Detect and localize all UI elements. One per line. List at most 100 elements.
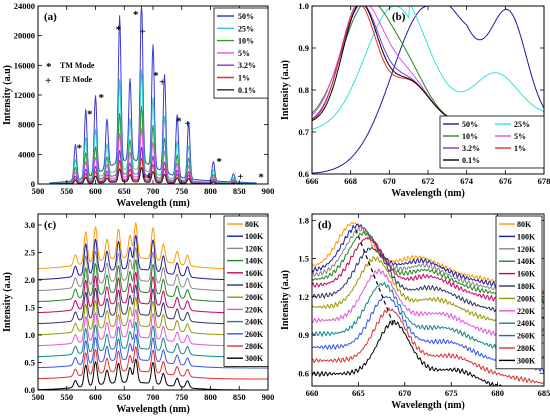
- x-tick-label: 750: [175, 186, 188, 196]
- x-tick-label: 650: [118, 186, 131, 196]
- legend-entry: 180K: [245, 281, 264, 290]
- legend-entry: 80K: [517, 220, 532, 229]
- tm-mode-marker: *: [133, 9, 139, 21]
- chart-panel-0: 500 550 600 650 700 750 800 850 900 0 4000 8000 1200…: [2, 1, 274, 209]
- x-tick-label: 668: [344, 176, 357, 186]
- te-mode-marker: +: [184, 118, 190, 130]
- legend-entry: 10%: [238, 37, 254, 46]
- x-tick-label: 660: [306, 388, 319, 398]
- legend-entry: 5%: [238, 49, 250, 58]
- x4-label: ×4: [142, 172, 151, 181]
- chart-panel-2: 500 550 600 650 700 750 800 850 900 0.0 0.5 1.0 1.5 2…: [2, 213, 274, 415]
- y-tick-label: 3.0: [24, 220, 35, 230]
- tm-mode-marker: *: [216, 156, 222, 168]
- legend-entry: 160K: [517, 270, 536, 279]
- y-tick-label: 1.5: [298, 254, 309, 264]
- x-tick-label: 685: [538, 388, 550, 398]
- x-tick-label: 672: [422, 176, 435, 186]
- x-axis-title: Wavelength (nm): [391, 188, 465, 199]
- tm-mode-marker: *: [176, 116, 182, 128]
- x-tick-label: 750: [175, 392, 188, 402]
- legend-entry: 1%: [514, 144, 526, 153]
- panel-label: (a): [44, 11, 57, 23]
- x-tick-label: 700: [147, 392, 160, 402]
- y-tick-label: 8000: [18, 120, 35, 130]
- series-line-260K: [38, 333, 268, 369]
- legend-entry: 140K: [517, 257, 536, 266]
- x-tick-label: 550: [60, 392, 73, 402]
- legend-entry: 300K: [517, 356, 536, 365]
- y-axis-title: Intensity (a.u): [280, 270, 291, 330]
- x-tick-label: 800: [204, 186, 217, 196]
- y-tick-label: 0.9: [298, 330, 309, 340]
- x-tick-label: 600: [89, 392, 102, 402]
- legend-entry: 220K: [245, 305, 264, 314]
- panel-label: (d): [318, 219, 332, 231]
- y-tick-label: 16000: [14, 60, 35, 70]
- x-tick-label: 500: [32, 392, 45, 402]
- y-tick-label: 2.5: [24, 248, 35, 258]
- y-tick-label: 0.5: [24, 358, 35, 368]
- chart-panel-1: 666 668 670 672 674 676 678 0.6 0.7 0.8 0.9 1.0 Wave…: [280, 1, 550, 199]
- y-axis-title: Intensity (a.u): [280, 60, 291, 120]
- series-line-280K: [37, 346, 268, 380]
- x-axis-title: Wavelength (nm): [116, 198, 190, 209]
- x-tick-label: 670: [398, 388, 411, 398]
- tm-mode-marker: *: [258, 171, 264, 183]
- legend-entry: 220K: [517, 307, 536, 316]
- te-mode-marker: +: [159, 77, 165, 89]
- tm-mode-marker: *: [87, 108, 93, 120]
- panel-label: (b): [392, 11, 406, 23]
- te-legend-label: TE Mode: [60, 75, 93, 84]
- series-line-1%: [49, 157, 257, 185]
- x-tick-label: 666: [306, 176, 319, 186]
- x-tick-label: 550: [60, 186, 73, 196]
- legend-entry: 200K: [517, 294, 536, 303]
- y-tick-label: 0.6: [298, 368, 309, 378]
- x-tick-label: 850: [233, 186, 246, 196]
- legend: [223, 215, 269, 367]
- legend-entry: 100K: [517, 232, 536, 241]
- legend-entry: 5%: [514, 132, 526, 141]
- legend-entry: 240K: [245, 318, 264, 327]
- legend-entry: 260K: [245, 330, 264, 339]
- legend-entry: 160K: [245, 269, 264, 278]
- legend-entry: 300K: [245, 354, 264, 363]
- x-axis-title: Wavelength (nm): [116, 404, 190, 415]
- y-tick-label: 0.9: [298, 43, 309, 53]
- series-group: [49, 6, 257, 185]
- y-tick-label: 0.6: [298, 169, 309, 179]
- legend-entry: 50%: [238, 12, 254, 21]
- y-tick-label: 1.5: [24, 303, 35, 313]
- y-tick-label: 4000: [18, 149, 35, 159]
- legend-entry: 25%: [238, 24, 254, 33]
- tm-legend-symbol: *: [46, 61, 52, 73]
- series-line-25%: [311, 5, 545, 130]
- te-legend-symbol: +: [45, 75, 51, 87]
- tm-mode-marker: *: [99, 92, 105, 104]
- plot-frame: [311, 213, 545, 387]
- x-tick-label: 800: [204, 392, 217, 402]
- tm-mode-marker: *: [77, 142, 83, 154]
- x-tick-label: 680: [491, 388, 504, 398]
- x-tick-label: 500: [32, 186, 45, 196]
- y-tick-label: 1.0: [24, 330, 35, 340]
- legend-entry: 120K: [517, 245, 536, 254]
- tm-legend-label: TM Mode: [60, 61, 95, 70]
- y-tick-label: 0: [31, 179, 35, 189]
- legend-entry: 200K: [245, 293, 264, 302]
- legend-entry: 10%: [462, 132, 478, 141]
- x-tick-label: 600: [89, 186, 102, 196]
- legend: [495, 215, 543, 370]
- legend-entry: 80K: [245, 220, 260, 229]
- x-tick-label: 678: [538, 176, 550, 186]
- y-tick-label: 20000: [14, 31, 35, 41]
- y-tick-label: 24000: [14, 1, 35, 11]
- legend-entry: 260K: [517, 332, 536, 341]
- x-axis-title: Wavelength (nm): [391, 400, 465, 411]
- legend-entry: 3.2%: [462, 144, 480, 153]
- legend-entry: 180K: [517, 282, 536, 291]
- x-tick-label: 675: [445, 388, 458, 398]
- chart-panel-3: 660 665 670 675 680 685 0.6 0.9 1.2 1.5 1.8 Wavelen…: [280, 213, 550, 411]
